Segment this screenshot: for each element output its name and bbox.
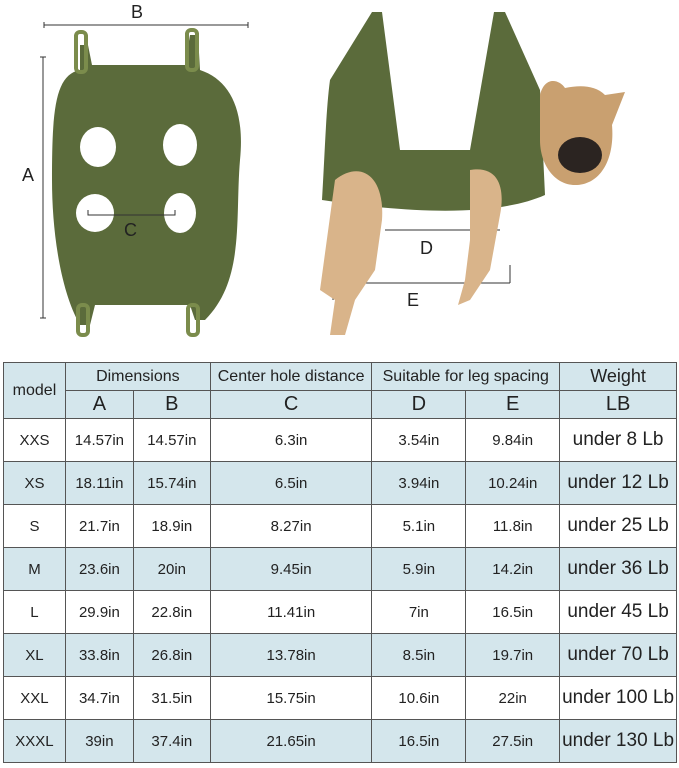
cell-model: XS bbox=[3, 461, 66, 505]
cell-c: 21.65in bbox=[209, 719, 373, 763]
cell-d: 3.54in bbox=[371, 418, 467, 462]
cell-weight: under 45 Lb bbox=[559, 590, 677, 634]
cell-model: M bbox=[3, 547, 66, 591]
cell-b: 37.4in bbox=[132, 719, 211, 763]
table-row: L 29.9in 22.8in 11.41in 7in 16.5in under 45 Lb bbox=[3, 590, 677, 634]
cell-b: 31.5in bbox=[132, 676, 211, 720]
cell-weight: under 100 Lb bbox=[559, 676, 677, 720]
cell-a: 34.7in bbox=[64, 676, 134, 720]
table-row: M 23.6in 20in 9.45in 5.9in 14.2in under 36 Lb bbox=[3, 547, 677, 591]
table-row: XS 18.11in 15.74in 6.5in 3.94in 10.24in under … bbox=[3, 461, 677, 505]
cell-model: XXS bbox=[3, 418, 66, 462]
cell-model: S bbox=[3, 504, 66, 548]
cell-c: 13.78in bbox=[209, 633, 373, 677]
cell-b: 14.57in bbox=[132, 418, 211, 462]
table-row: XL 33.8in 26.8in 13.78in 8.5in 19.7in under 70… bbox=[3, 633, 677, 677]
cell-a: 14.57in bbox=[64, 418, 134, 462]
subheader-b: B bbox=[132, 390, 211, 419]
subheader-e: E bbox=[465, 390, 561, 419]
cell-e: 11.8in bbox=[465, 504, 561, 548]
size-table: model Dimensions Center hole distance Su… bbox=[3, 362, 677, 763]
cell-c: 6.3in bbox=[209, 418, 373, 462]
cell-c: 6.5in bbox=[209, 461, 373, 505]
cell-e: 27.5in bbox=[465, 719, 561, 763]
label-a: A bbox=[22, 165, 35, 185]
cell-e: 19.7in bbox=[465, 633, 561, 677]
cell-weight: under 36 Lb bbox=[559, 547, 677, 591]
cell-weight: under 70 Lb bbox=[559, 633, 677, 677]
header-leg-spacing: Suitable for leg spacing bbox=[371, 362, 561, 391]
cell-weight: under 12 Lb bbox=[559, 461, 677, 505]
cell-e: 9.84in bbox=[465, 418, 561, 462]
subheader-a: A bbox=[64, 390, 134, 419]
cell-model: XL bbox=[3, 633, 66, 677]
hammock-diagram bbox=[40, 12, 625, 337]
cell-b: 20in bbox=[132, 547, 211, 591]
cell-d: 3.94in bbox=[371, 461, 467, 505]
cell-model: L bbox=[3, 590, 66, 634]
table-row: S 21.7in 18.9in 8.27in 5.1in 11.8in under 25 L… bbox=[3, 504, 677, 548]
cell-model: XXL bbox=[3, 676, 66, 720]
cell-e: 22in bbox=[465, 676, 561, 720]
cell-d: 10.6in bbox=[371, 676, 467, 720]
cell-e: 14.2in bbox=[465, 547, 561, 591]
header-row: model Dimensions Center hole distance Su… bbox=[3, 362, 677, 419]
cell-b: 18.9in bbox=[132, 504, 211, 548]
header-dimensions: Dimensions bbox=[64, 362, 211, 391]
cell-a: 23.6in bbox=[64, 547, 134, 591]
header-weight: Weight bbox=[559, 362, 677, 391]
cell-c: 11.41in bbox=[209, 590, 373, 634]
cell-weight: under 130 Lb bbox=[559, 719, 677, 763]
cell-weight: under 25 Lb bbox=[559, 504, 677, 548]
cell-b: 26.8in bbox=[132, 633, 211, 677]
cell-d: 7in bbox=[371, 590, 467, 634]
cell-e: 10.24in bbox=[465, 461, 561, 505]
table-row: XXL 34.7in 31.5in 15.75in 10.6in 22in under 10… bbox=[3, 676, 677, 720]
header-model: model bbox=[3, 362, 66, 419]
cell-d: 8.5in bbox=[371, 633, 467, 677]
label-c: C bbox=[124, 220, 137, 240]
cell-model: XXXL bbox=[3, 719, 66, 763]
cell-d: 16.5in bbox=[371, 719, 467, 763]
cell-a: 29.9in bbox=[64, 590, 134, 634]
cell-a: 39in bbox=[64, 719, 134, 763]
cell-a: 18.11in bbox=[64, 461, 134, 505]
subheader-lb: LB bbox=[559, 390, 677, 419]
subheader-d: D bbox=[371, 390, 467, 419]
cell-weight: under 8 Lb bbox=[559, 418, 677, 462]
label-e: E bbox=[407, 290, 420, 310]
flat-hammock-image bbox=[52, 28, 241, 337]
label-b: B bbox=[131, 2, 144, 22]
cell-c: 15.75in bbox=[209, 676, 373, 720]
cell-c: 9.45in bbox=[209, 547, 373, 591]
table-row: XXXL 39in 37.4in 21.65in 16.5in 27.5in under 1… bbox=[3, 719, 677, 763]
cell-d: 5.1in bbox=[371, 504, 467, 548]
header-center-hole: Center hole distance bbox=[209, 362, 373, 391]
cell-b: 15.74in bbox=[132, 461, 211, 505]
cell-a: 21.7in bbox=[64, 504, 134, 548]
subheader-c: C bbox=[209, 390, 373, 419]
cell-b: 22.8in bbox=[132, 590, 211, 634]
cell-c: 8.27in bbox=[209, 504, 373, 548]
cell-d: 5.9in bbox=[371, 547, 467, 591]
subheader-row: A B C D E LB bbox=[4, 390, 677, 419]
hanging-hammock-image bbox=[320, 12, 625, 335]
table-row: XXS 14.57in 14.57in 6.3in 3.54in 9.84in under … bbox=[3, 418, 677, 462]
cell-a: 33.8in bbox=[64, 633, 134, 677]
label-d: D bbox=[420, 238, 433, 258]
cell-e: 16.5in bbox=[465, 590, 561, 634]
